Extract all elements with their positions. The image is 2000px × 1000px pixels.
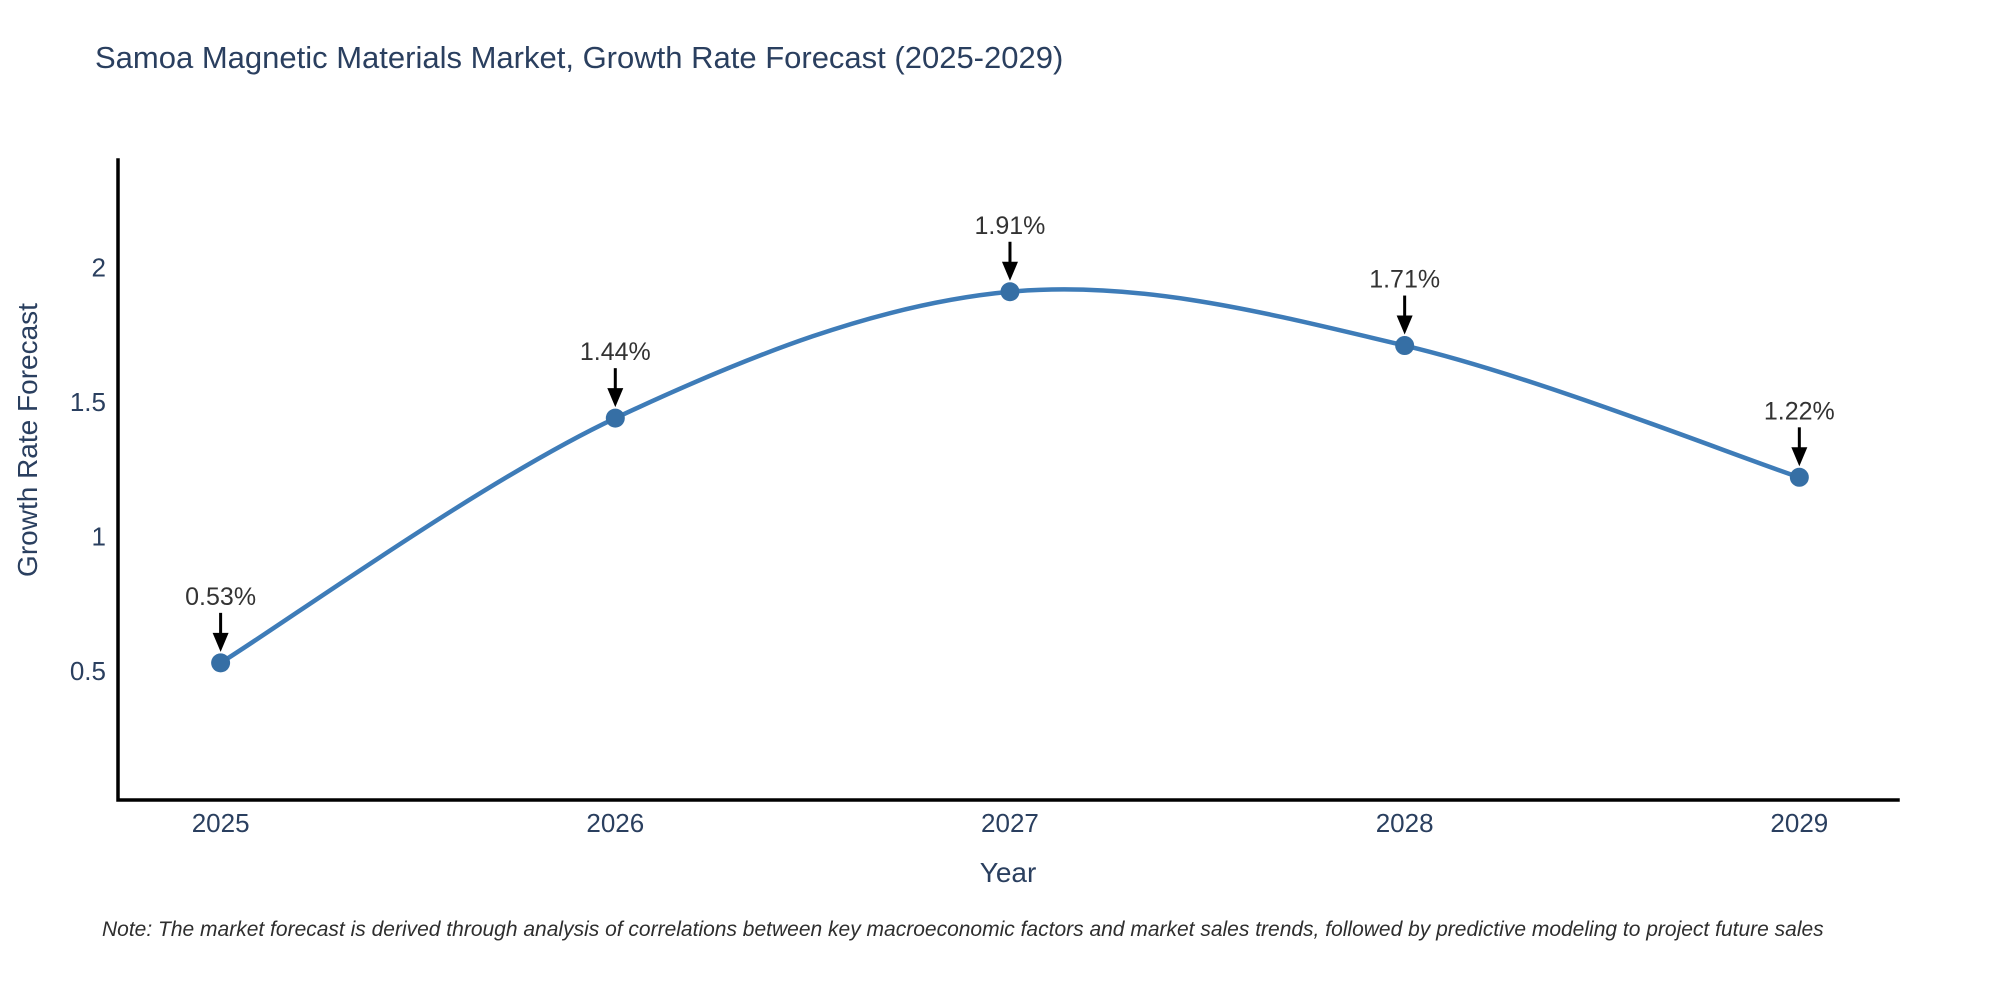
data-point-marker bbox=[1000, 282, 1020, 302]
annotation-label: 0.53% bbox=[185, 583, 256, 611]
y-tick-label: 1 bbox=[92, 521, 106, 551]
annotation-label: 1.22% bbox=[1764, 397, 1835, 425]
x-tick-label: 2026 bbox=[586, 808, 644, 838]
axis-lines bbox=[116, 158, 1900, 802]
annotation-label: 1.44% bbox=[580, 338, 651, 366]
y-tick-label: 2 bbox=[92, 253, 106, 283]
x-tick-label: 2029 bbox=[1770, 808, 1828, 838]
y-axis-title: Growth Rate Forecast bbox=[12, 303, 43, 577]
data-point-marker bbox=[1789, 467, 1809, 487]
data-point-marker bbox=[605, 408, 625, 428]
footnote: Note: The market forecast is derived thr… bbox=[102, 918, 1824, 941]
x-tick-label: 2028 bbox=[1376, 808, 1434, 838]
x-axis-title: Year bbox=[979, 857, 1037, 888]
forecast-line bbox=[218, 287, 1802, 666]
y-tick-label: 0.5 bbox=[70, 656, 106, 686]
data-point-marker bbox=[1395, 336, 1415, 356]
annotation-label: 1.91% bbox=[975, 212, 1046, 240]
x-tick-label: 2027 bbox=[981, 808, 1039, 838]
annotation-arrow-head bbox=[1396, 315, 1413, 335]
annotation-arrow-head bbox=[1791, 447, 1808, 467]
chart-title: Samoa Magnetic Materials Market, Growth … bbox=[95, 40, 1064, 75]
annotation-arrow-head bbox=[212, 632, 229, 652]
data-point-marker bbox=[211, 653, 231, 673]
annotation-arrow-head bbox=[607, 388, 624, 408]
y-tick-label: 1.5 bbox=[70, 387, 106, 417]
annotation-label: 1.71% bbox=[1369, 266, 1440, 294]
annotation-arrow-head bbox=[1001, 261, 1018, 281]
x-tick-label: 2025 bbox=[192, 808, 250, 838]
